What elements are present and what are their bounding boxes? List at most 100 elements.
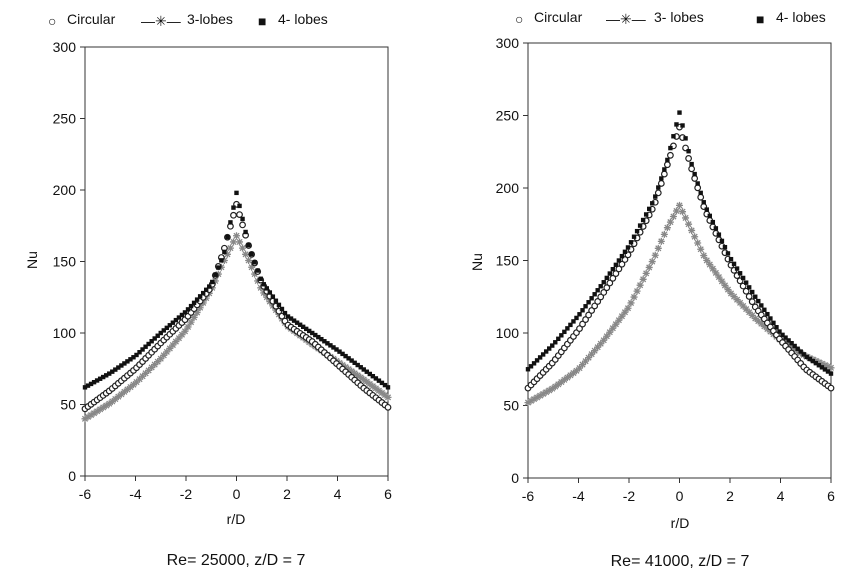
- data-point: [211, 277, 219, 285]
- data-point: [576, 325, 583, 332]
- data-point: [654, 189, 662, 197]
- data-point: [131, 355, 136, 360]
- chart-panel-left: ○ Circular —✳— 3-lobes ■ 4- lobes 0 50 100…: [24, 11, 392, 569]
- data-point: [688, 226, 696, 234]
- data-point: [194, 297, 200, 302]
- data-point: [571, 319, 576, 324]
- data-point: [182, 310, 188, 315]
- y-tick-label: 150: [53, 254, 77, 270]
- data-point: [553, 340, 558, 345]
- data-point: [554, 380, 562, 388]
- data-point: [385, 385, 391, 390]
- x-tick-label: -6: [79, 486, 92, 502]
- data-point: [270, 294, 276, 299]
- data-point: [348, 367, 356, 375]
- data-point: [765, 311, 770, 317]
- data-point: [580, 308, 585, 313]
- data-point: [93, 407, 101, 415]
- data-point: [246, 242, 251, 248]
- data-point: [358, 365, 363, 370]
- data-point: [524, 399, 532, 407]
- data-point: [600, 336, 608, 344]
- data-point: [372, 384, 380, 392]
- data-point: [143, 344, 148, 349]
- legend-marker-4-lobes: ■: [756, 11, 764, 27]
- data-point: [672, 207, 680, 215]
- data-point: [572, 367, 580, 375]
- data-point: [108, 397, 116, 405]
- data-point: [276, 302, 282, 308]
- data-point: [698, 190, 703, 196]
- data-point: [601, 280, 606, 285]
- data-point: [145, 366, 153, 374]
- data-point: [792, 343, 797, 349]
- data-point: [619, 253, 625, 259]
- plot-markers: [524, 110, 835, 407]
- data-point: [234, 190, 239, 196]
- data-point: [771, 320, 776, 326]
- data-point: [146, 341, 151, 347]
- data-point: [110, 369, 115, 374]
- data-point: [818, 360, 826, 368]
- x-tick-label: 4: [334, 486, 342, 502]
- data-point: [565, 326, 570, 331]
- series-3-lobes: [81, 232, 392, 423]
- x-axis-ticks: -6 -4 -2 0 2 4 6: [522, 478, 835, 504]
- data-point: [783, 335, 788, 340]
- data-point: [136, 375, 144, 383]
- data-point: [827, 384, 835, 392]
- data-point: [692, 171, 697, 177]
- data-point: [700, 252, 708, 260]
- legend-label-4-lobes: 4- lobes: [776, 9, 826, 25]
- data-point: [81, 415, 89, 423]
- data-point: [346, 356, 351, 361]
- data-point: [609, 274, 617, 282]
- data-point: [615, 316, 623, 324]
- data-point: [151, 361, 159, 369]
- data-point: [686, 149, 691, 154]
- data-point: [364, 369, 369, 374]
- data-point: [748, 311, 756, 319]
- plot-area-frame: [84, 46, 389, 477]
- data-point: [579, 320, 586, 328]
- y-tick-label: 300: [496, 35, 520, 51]
- data-point: [337, 349, 342, 354]
- data-point: [656, 185, 661, 190]
- x-tick-label: 6: [827, 488, 835, 504]
- data-point: [384, 393, 392, 401]
- data-point: [816, 363, 822, 368]
- data-point: [591, 302, 599, 310]
- data-point: [627, 299, 635, 307]
- data-point: [824, 362, 832, 370]
- data-point: [340, 351, 345, 357]
- data-point: [730, 293, 738, 301]
- data-point: [616, 258, 622, 263]
- data-point: [361, 367, 366, 372]
- data-point: [282, 310, 288, 316]
- data-point: [236, 238, 244, 246]
- data-point: [140, 347, 145, 352]
- data-point: [536, 392, 544, 400]
- data-point: [176, 315, 182, 320]
- data-point: [559, 333, 564, 338]
- data-point: [750, 289, 755, 295]
- data-point: [170, 320, 176, 325]
- data-point: [154, 358, 162, 366]
- data-point: [342, 363, 350, 371]
- data-point: [610, 267, 616, 272]
- data-point: [713, 226, 719, 231]
- y-tick-label: 250: [496, 108, 520, 124]
- data-point: [724, 286, 732, 294]
- data-point: [185, 307, 191, 312]
- legend-label-4-lobes: 4- lobes: [278, 11, 328, 27]
- data-point: [531, 361, 537, 366]
- data-point: [568, 322, 573, 328]
- data-point: [712, 269, 720, 277]
- data-point: [220, 256, 228, 264]
- data-point: [239, 244, 247, 252]
- data-point: [97, 376, 103, 381]
- data-point: [240, 216, 245, 222]
- data-point: [794, 347, 802, 355]
- x-tick-label: -4: [129, 486, 142, 502]
- data-point: [701, 200, 706, 205]
